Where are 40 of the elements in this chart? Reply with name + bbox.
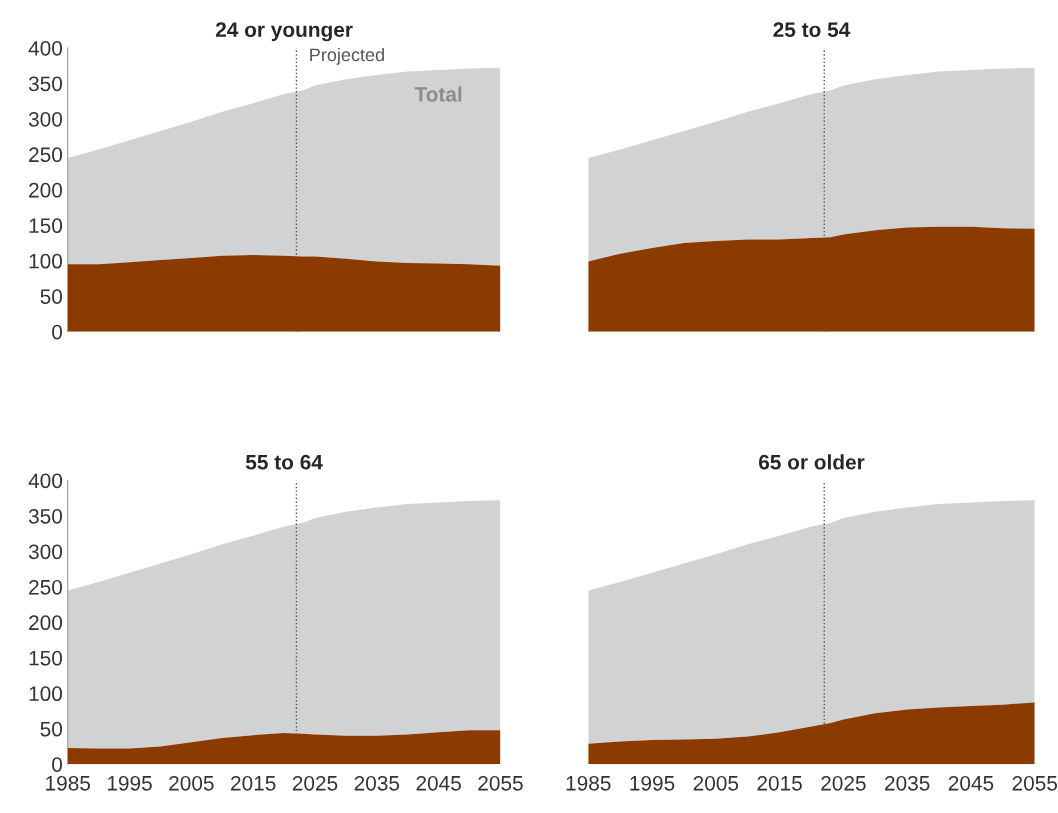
y-tick-label: 200 bbox=[29, 615, 63, 631]
chart-title: 65 or older bbox=[758, 454, 865, 470]
y-tick-label: 400 bbox=[28, 473, 63, 489]
x-tick-label: 2055 bbox=[1012, 775, 1058, 791]
y-tick-label: 50 bbox=[40, 721, 63, 737]
x-tick-label: 2045 bbox=[416, 775, 461, 791]
chart-title: 24 or younger bbox=[215, 22, 353, 42]
x-tick-label: 2055 bbox=[478, 775, 523, 791]
y-tick-label: 250 bbox=[29, 147, 63, 163]
x-tick-label: 2045 bbox=[948, 775, 994, 791]
y-tick-label: 0 bbox=[52, 757, 63, 772]
y-tick-label: 300 bbox=[28, 111, 63, 127]
y-tick-label: 350 bbox=[28, 508, 63, 524]
y-tick-label: 350 bbox=[28, 76, 63, 92]
x-tick-label: 2005 bbox=[169, 775, 214, 791]
x-tick-label: 2015 bbox=[231, 775, 276, 791]
x-tick-label: 2035 bbox=[885, 775, 930, 791]
x-tick-label: 1995 bbox=[630, 775, 675, 791]
y-tick-label: 100 bbox=[29, 253, 63, 269]
y-tick-label: 300 bbox=[28, 544, 63, 560]
chart-title: 55 to 64 bbox=[245, 454, 323, 470]
y-tick-label: 100 bbox=[29, 686, 63, 702]
x-tick-label: 1995 bbox=[107, 775, 152, 791]
x-tick-label: 1985 bbox=[566, 775, 611, 791]
y-tick-label: 150 bbox=[29, 218, 63, 234]
x-tick-label: 2025 bbox=[821, 775, 866, 791]
x-tick-label: 2005 bbox=[693, 775, 739, 791]
chart-title: 25 to 54 bbox=[773, 22, 851, 38]
series-label: Total bbox=[414, 86, 462, 102]
x-tick-label: 1985 bbox=[46, 775, 91, 791]
y-tick-label: 200 bbox=[29, 182, 63, 198]
ref-line-label: Projected bbox=[310, 47, 384, 65]
x-tick-label: 2015 bbox=[757, 775, 802, 791]
y-tick-label: 250 bbox=[29, 579, 63, 595]
y-tick-label: 150 bbox=[29, 650, 63, 666]
x-tick-label: 2035 bbox=[354, 775, 400, 791]
x-tick-label: 2025 bbox=[292, 775, 338, 791]
y-tick-label: 0 bbox=[52, 324, 63, 340]
y-tick-label: 50 bbox=[40, 289, 63, 304]
y-tick-label: 400 bbox=[28, 40, 63, 56]
